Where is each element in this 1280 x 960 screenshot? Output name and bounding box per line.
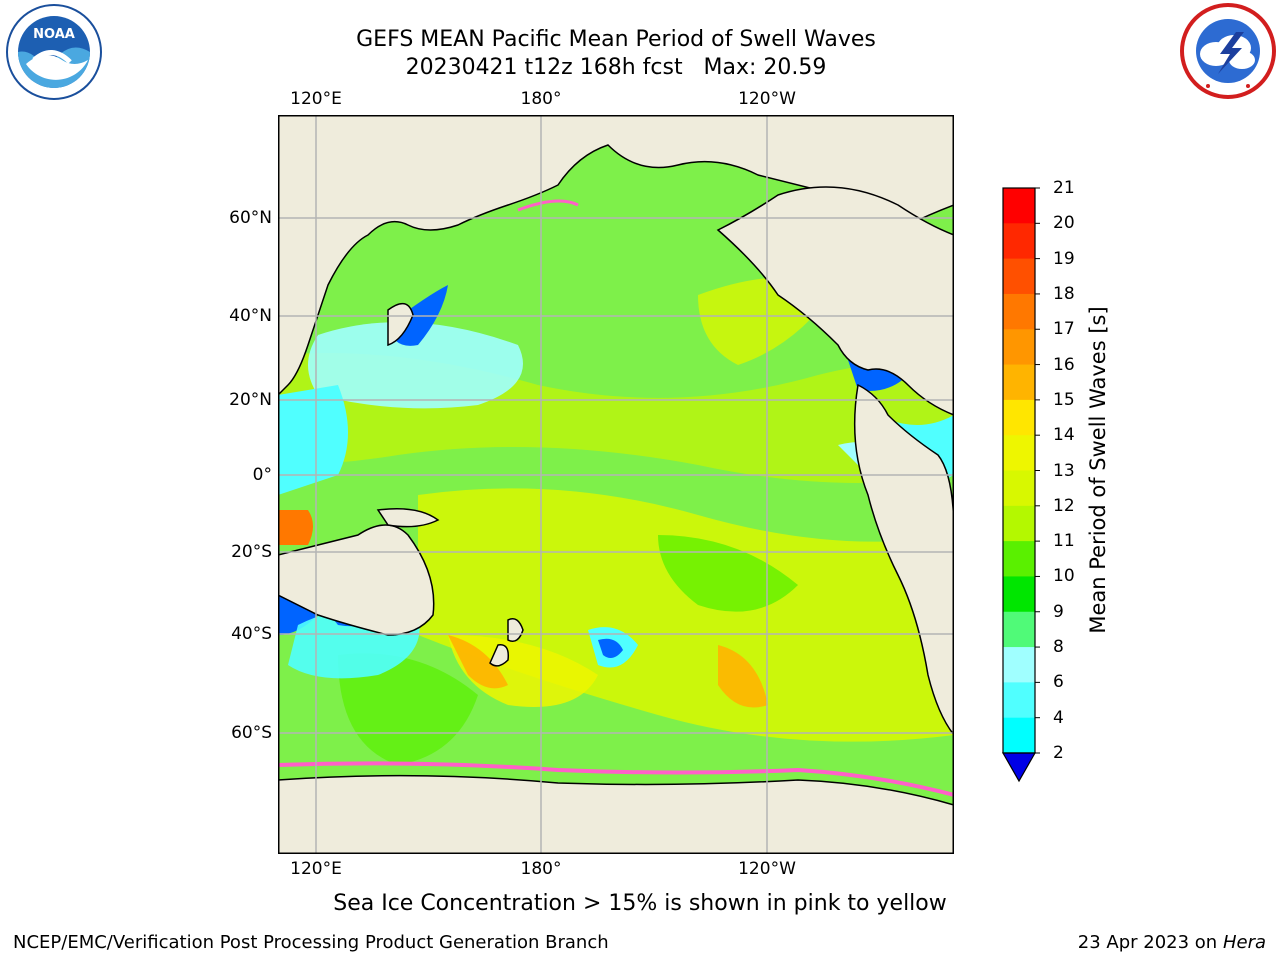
lat-tick-20n: 20°N (229, 390, 272, 410)
colorbar-label: 17 (1053, 319, 1075, 340)
colorbar-swatch (1003, 541, 1035, 577)
colorbar-swatch (1003, 293, 1035, 330)
colorbar-swatch (1003, 505, 1035, 542)
colorbar-swatch (1003, 399, 1035, 436)
colorbar-label: 8 (1053, 637, 1064, 658)
colorbar-swatch (1003, 611, 1035, 648)
colorbar-swatch (1003, 717, 1035, 754)
bottom-tick-180: 180° (520, 859, 562, 879)
colorbar-label: 6 (1053, 672, 1064, 693)
footer-date: 23 Apr 2023 on Hera (1078, 932, 1266, 954)
lat-tick-20s: 20°S (231, 542, 272, 562)
colorbar-label: 12 (1053, 495, 1075, 516)
footer-date-text: 23 Apr 2023 on (1077, 932, 1223, 953)
nws-logo-icon (1180, 3, 1276, 99)
colorbar-label: 18 (1053, 283, 1075, 304)
colorbar-swatch (1003, 576, 1035, 613)
lat-tick-40s: 40°S (231, 624, 272, 644)
colorbar-label: 9 (1053, 601, 1064, 622)
bottom-tick-120w: 120°W (738, 859, 796, 879)
lat-tick-60n: 60°N (229, 208, 272, 228)
colorbar-swatch (1003, 258, 1035, 295)
colorbar-label: 14 (1053, 425, 1075, 446)
colorbar-label: 20 (1053, 213, 1075, 234)
lat-tick-0: 0° (252, 465, 272, 485)
colorbar-swatch (1003, 435, 1035, 471)
lat-tick-40n: 40°N (229, 306, 272, 326)
chart-subtitle: 20230421 t12z 168h fcst Max: 20.59 (405, 55, 827, 80)
colorbar-label: 11 (1053, 531, 1075, 552)
top-tick-120e: 120°E (290, 89, 342, 109)
footer-credit: NCEP/EMC/Verification Post Processing Pr… (13, 932, 609, 953)
swell-period-map (278, 115, 954, 854)
sea-ice-note: Sea Ice Concentration > 15% is shown in … (333, 891, 947, 916)
colorbar-swatch (1003, 470, 1035, 507)
colorbar-label: 21 (1053, 178, 1075, 198)
colorbar-label: 13 (1053, 460, 1075, 481)
colorbar-label: 15 (1053, 389, 1075, 410)
colorbar-label: 2 (1053, 743, 1064, 763)
colorbar-swatch (1003, 682, 1035, 719)
colorbar-swatch (1003, 364, 1035, 401)
colorbar-label: 10 (1053, 566, 1075, 587)
lat-tick-60s: 60°S (231, 723, 272, 743)
top-tick-120w: 120°W (738, 89, 796, 109)
colorbar-title: Mean Period of Swell Waves [s] (1086, 306, 1110, 634)
colorbar-swatch (1003, 188, 1035, 224)
footer-host: Hera (1222, 932, 1266, 953)
colorbar-label: 19 (1053, 248, 1075, 269)
colorbar-swatch (1003, 329, 1035, 366)
colorbar (1001, 187, 1040, 783)
bottom-tick-120e: 120°E (290, 859, 342, 879)
colorbar-extend-arrow (1003, 753, 1035, 781)
svg-text:NOAA: NOAA (33, 27, 75, 42)
colorbar-label: 16 (1053, 354, 1075, 375)
colorbar-swatch (1003, 647, 1035, 683)
top-tick-180: 180° (520, 89, 562, 109)
noaa-logo-icon: NOAA (6, 4, 102, 100)
colorbar-swatch (1003, 223, 1035, 260)
chart-title: GEFS MEAN Pacific Mean Period of Swell W… (356, 27, 876, 52)
colorbar-label: 4 (1053, 707, 1064, 728)
